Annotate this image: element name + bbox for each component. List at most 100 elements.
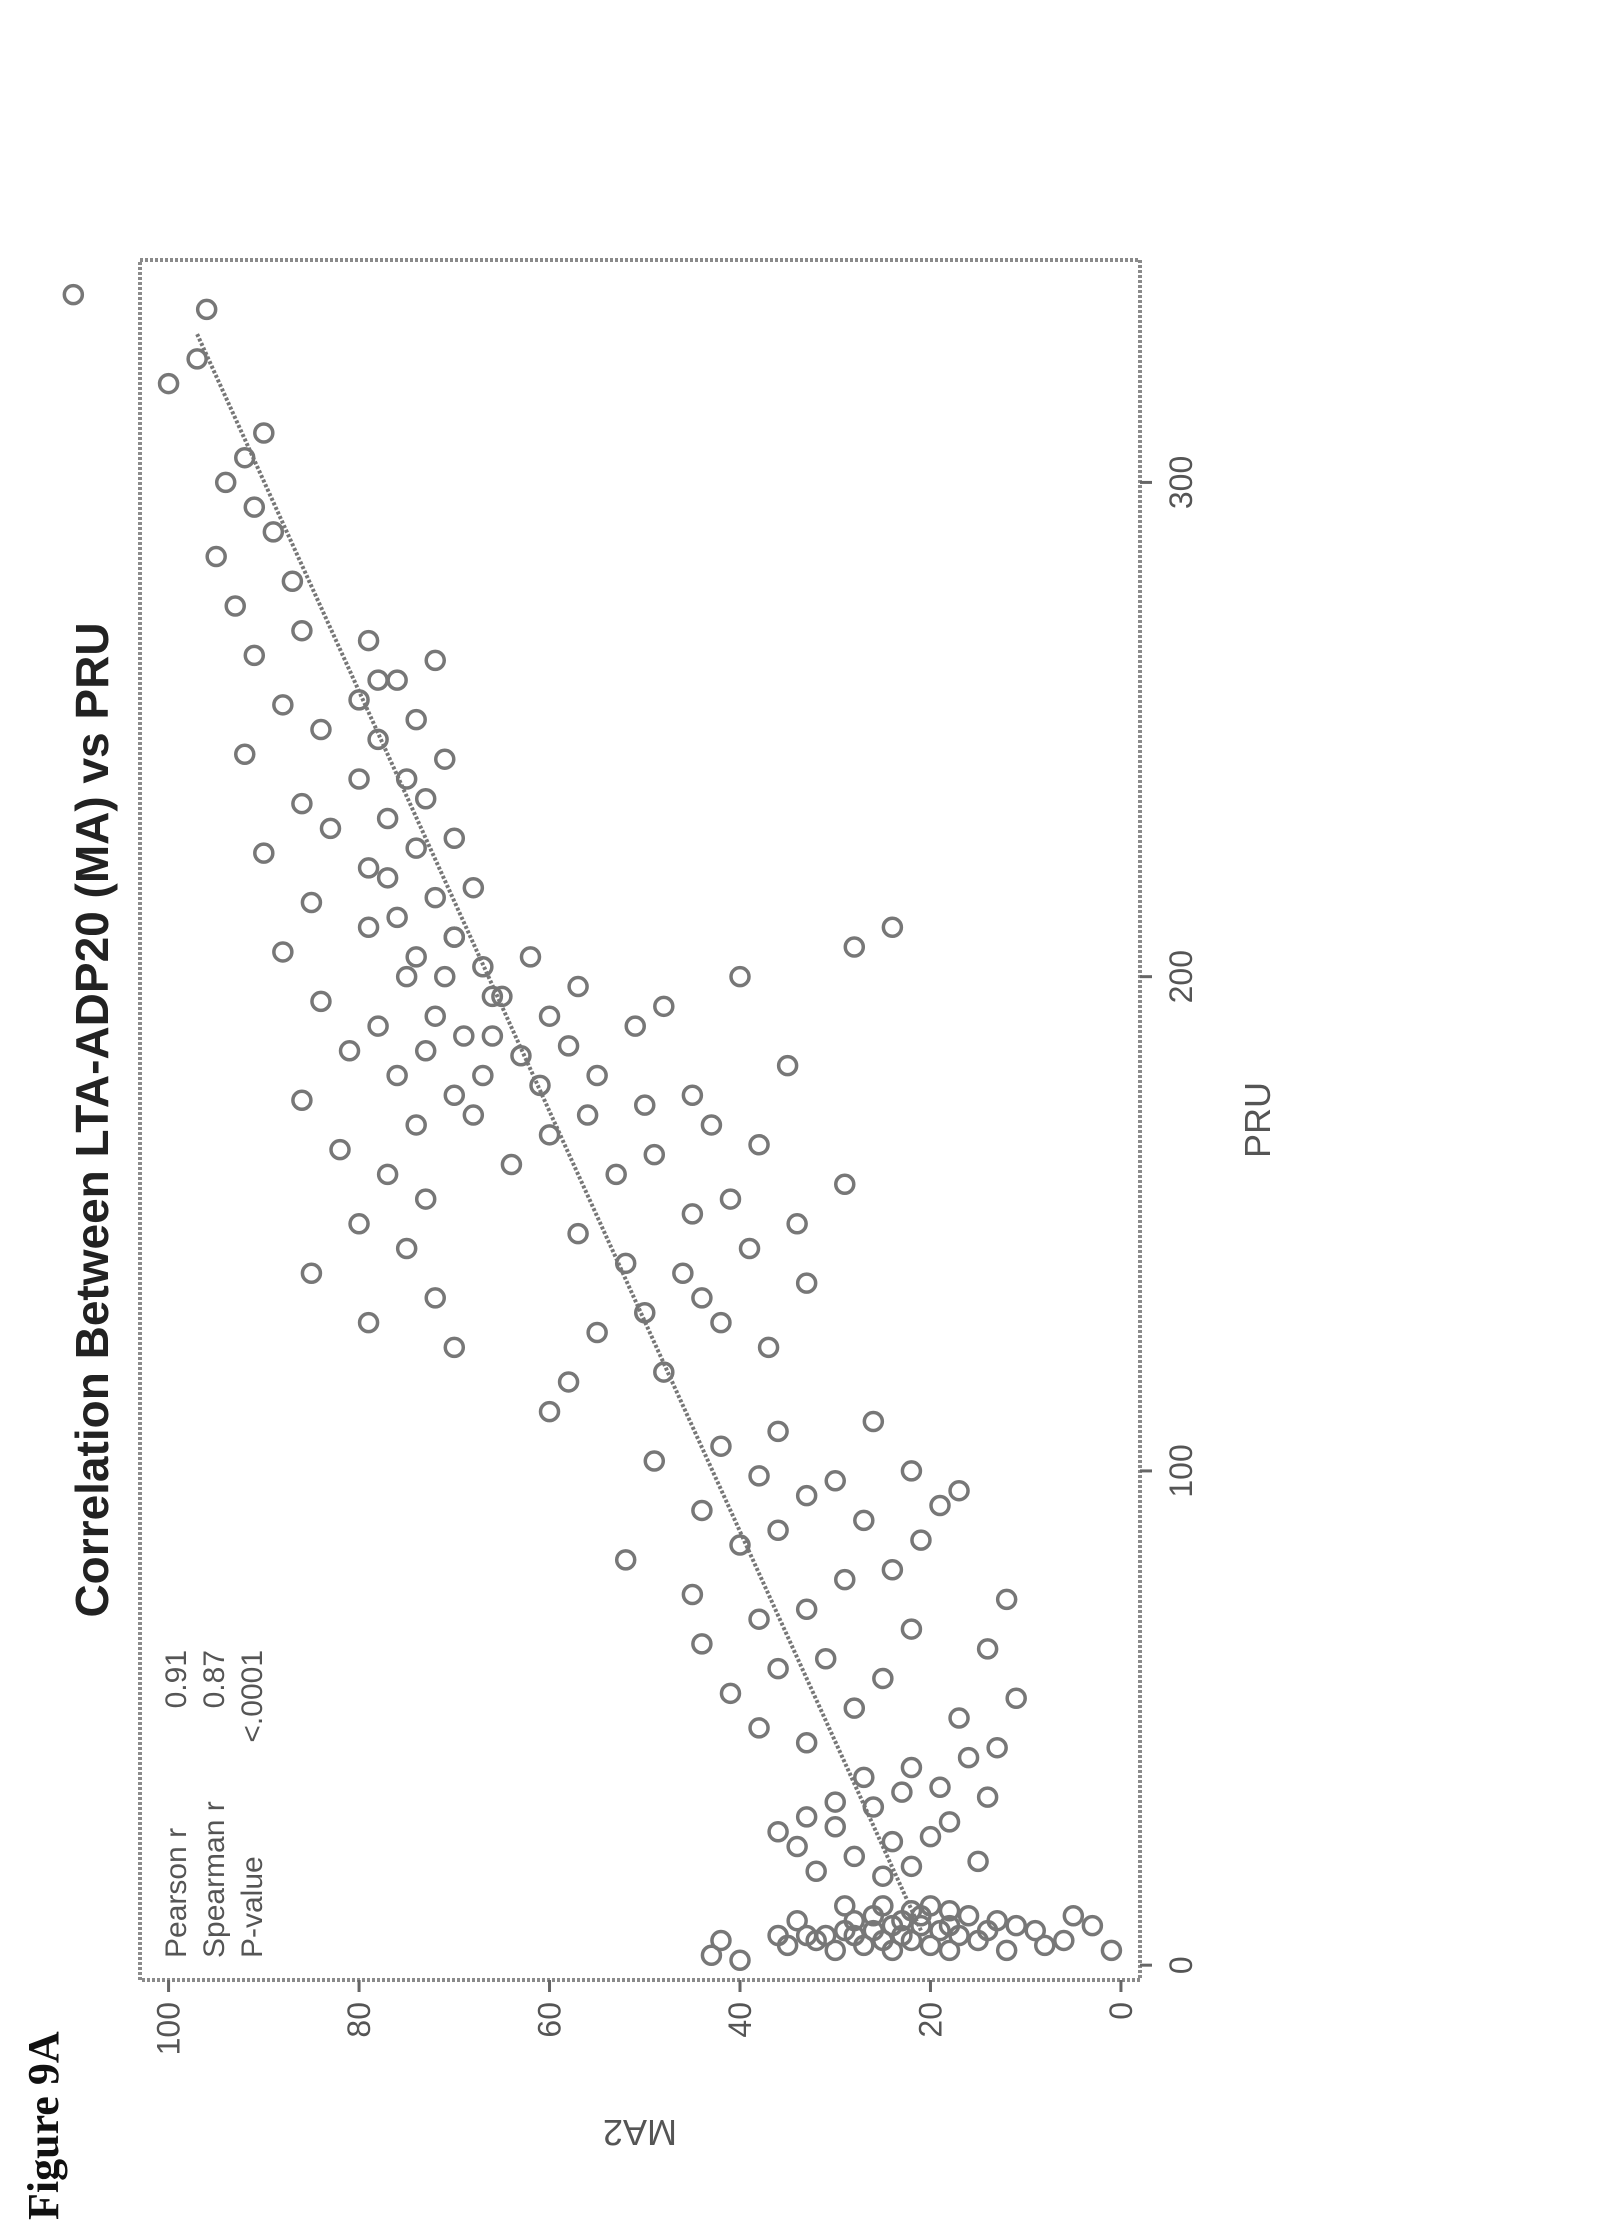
data-point <box>805 1860 827 1883</box>
data-point <box>891 1924 913 1947</box>
data-point <box>995 1588 1018 1611</box>
data-point <box>319 817 342 840</box>
x-tick-label: 0 <box>1163 1956 1199 1974</box>
data-point <box>919 1934 942 1957</box>
data-point <box>862 1410 885 1433</box>
data-point <box>614 1252 637 1275</box>
data-point <box>700 1114 723 1136</box>
data-point <box>634 1302 656 1324</box>
data-point <box>786 1213 808 1235</box>
data-point <box>900 1900 923 1922</box>
data-point <box>891 1781 913 1803</box>
data-point <box>929 1919 951 1942</box>
data-point <box>443 1336 466 1359</box>
data-point <box>1053 1929 1075 1952</box>
data-point <box>62 283 85 306</box>
data-point <box>929 1776 951 1798</box>
data-point <box>824 1939 846 1962</box>
data-point <box>186 348 208 370</box>
data-point <box>824 1470 846 1492</box>
chart-title: Correlation Between LTA-ADP20 (MA) vs PR… <box>66 622 118 1617</box>
data-point <box>395 1237 418 1260</box>
data-point <box>357 1311 380 1334</box>
data-point <box>786 1909 808 1932</box>
data-point <box>500 1153 523 1176</box>
data-point <box>291 1089 313 1111</box>
data-point <box>843 1697 866 1719</box>
data-point <box>567 975 589 998</box>
data-point <box>234 446 256 469</box>
data-point <box>472 956 494 978</box>
data-point <box>462 1104 485 1126</box>
data-point <box>214 471 237 494</box>
data-point <box>529 1074 551 1097</box>
data-point <box>357 629 380 652</box>
data-point <box>748 1608 770 1630</box>
data-point <box>986 1736 1008 1759</box>
data-point <box>538 1124 561 1146</box>
data-point <box>834 1173 856 1196</box>
y-tick-label: 100 <box>151 2002 187 2055</box>
data-point <box>710 1929 732 1952</box>
data-point <box>424 1005 446 1027</box>
data-point <box>1024 1919 1046 1942</box>
data-point <box>834 1568 856 1591</box>
data-point <box>453 1025 475 1047</box>
data-point <box>691 1287 713 1309</box>
stat-label: Pearson r <box>160 1828 193 1958</box>
data-point <box>938 1900 961 1922</box>
data-point <box>224 595 246 617</box>
data-point <box>900 1618 923 1640</box>
data-point <box>948 1479 970 1502</box>
data-point <box>824 1791 846 1813</box>
data-point <box>795 1598 818 1621</box>
data-point <box>938 1811 961 1833</box>
data-point <box>881 1830 904 1853</box>
data-point <box>814 1647 837 1670</box>
stat-label: P-value <box>236 1856 269 1958</box>
data-point <box>786 1835 808 1858</box>
data-point <box>405 708 427 731</box>
data-point <box>672 1262 694 1284</box>
x-tick-label: 100 <box>1163 1444 1199 1497</box>
data-point <box>557 1371 580 1393</box>
data-point <box>948 1924 970 1947</box>
data-point <box>748 1465 770 1487</box>
data-point <box>376 867 399 889</box>
data-point <box>348 768 370 790</box>
data-point <box>395 965 418 988</box>
fit-line <box>195 333 923 1932</box>
data-point <box>414 1188 437 1210</box>
data-point <box>624 1015 646 1037</box>
data-point <box>938 1939 961 1962</box>
data-point <box>872 1667 894 1690</box>
data-point <box>862 1904 885 1927</box>
data-point <box>805 1929 827 1952</box>
data-point <box>795 1272 818 1294</box>
data-point <box>272 941 294 963</box>
data-point <box>700 1944 723 1967</box>
data-point <box>653 995 675 1018</box>
data-point <box>986 1909 1008 1932</box>
data-point <box>395 768 418 790</box>
y-tick-label: 0 <box>1103 2002 1139 2020</box>
data-point <box>424 886 446 909</box>
plot-frame <box>138 258 1142 1982</box>
data-point <box>1062 1904 1085 1927</box>
data-point <box>653 1361 675 1383</box>
data-point <box>443 1084 466 1107</box>
data-point <box>681 1084 704 1107</box>
data-point <box>424 649 446 672</box>
data-point <box>719 1188 742 1210</box>
data-point <box>976 1786 999 1808</box>
data-point <box>538 1005 561 1027</box>
data-point <box>767 1820 789 1843</box>
data-point <box>919 1825 942 1848</box>
data-point <box>919 1895 942 1917</box>
data-point <box>910 1914 932 1937</box>
data-point <box>357 857 380 879</box>
data-point <box>367 669 389 691</box>
data-point <box>414 787 437 810</box>
data-point <box>767 1519 789 1541</box>
data-point <box>795 1732 818 1754</box>
